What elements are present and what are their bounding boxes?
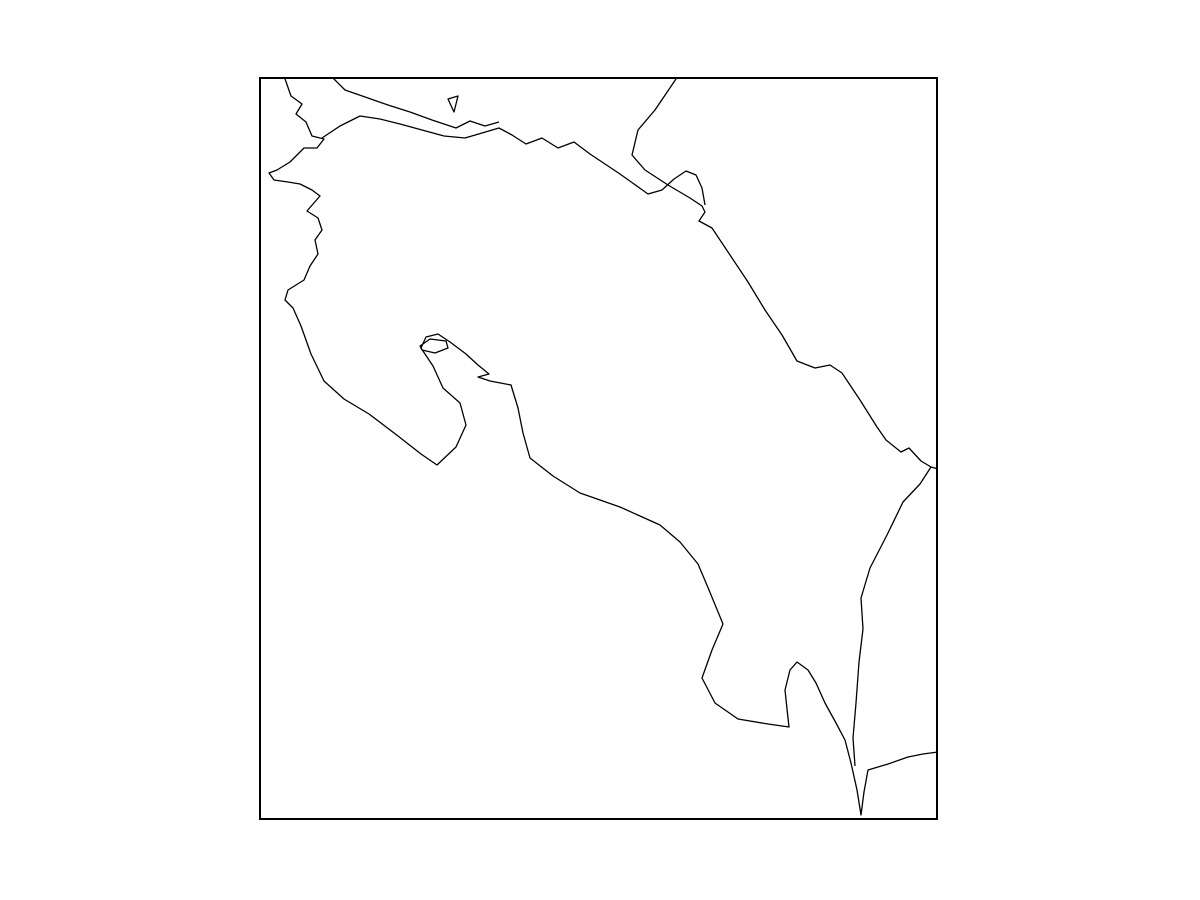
pacific-coastline <box>268 78 937 816</box>
caribbean-coastline <box>631 78 937 470</box>
chira-island <box>419 338 449 354</box>
map-plot <box>259 77 938 820</box>
coastline-layer <box>268 78 937 816</box>
panama-border <box>852 466 932 767</box>
lake-nicaragua-shore <box>332 78 500 129</box>
plot-border <box>259 77 938 820</box>
solentiname-island <box>447 95 459 113</box>
nicaragua-border-sanjuan-river <box>321 115 706 206</box>
